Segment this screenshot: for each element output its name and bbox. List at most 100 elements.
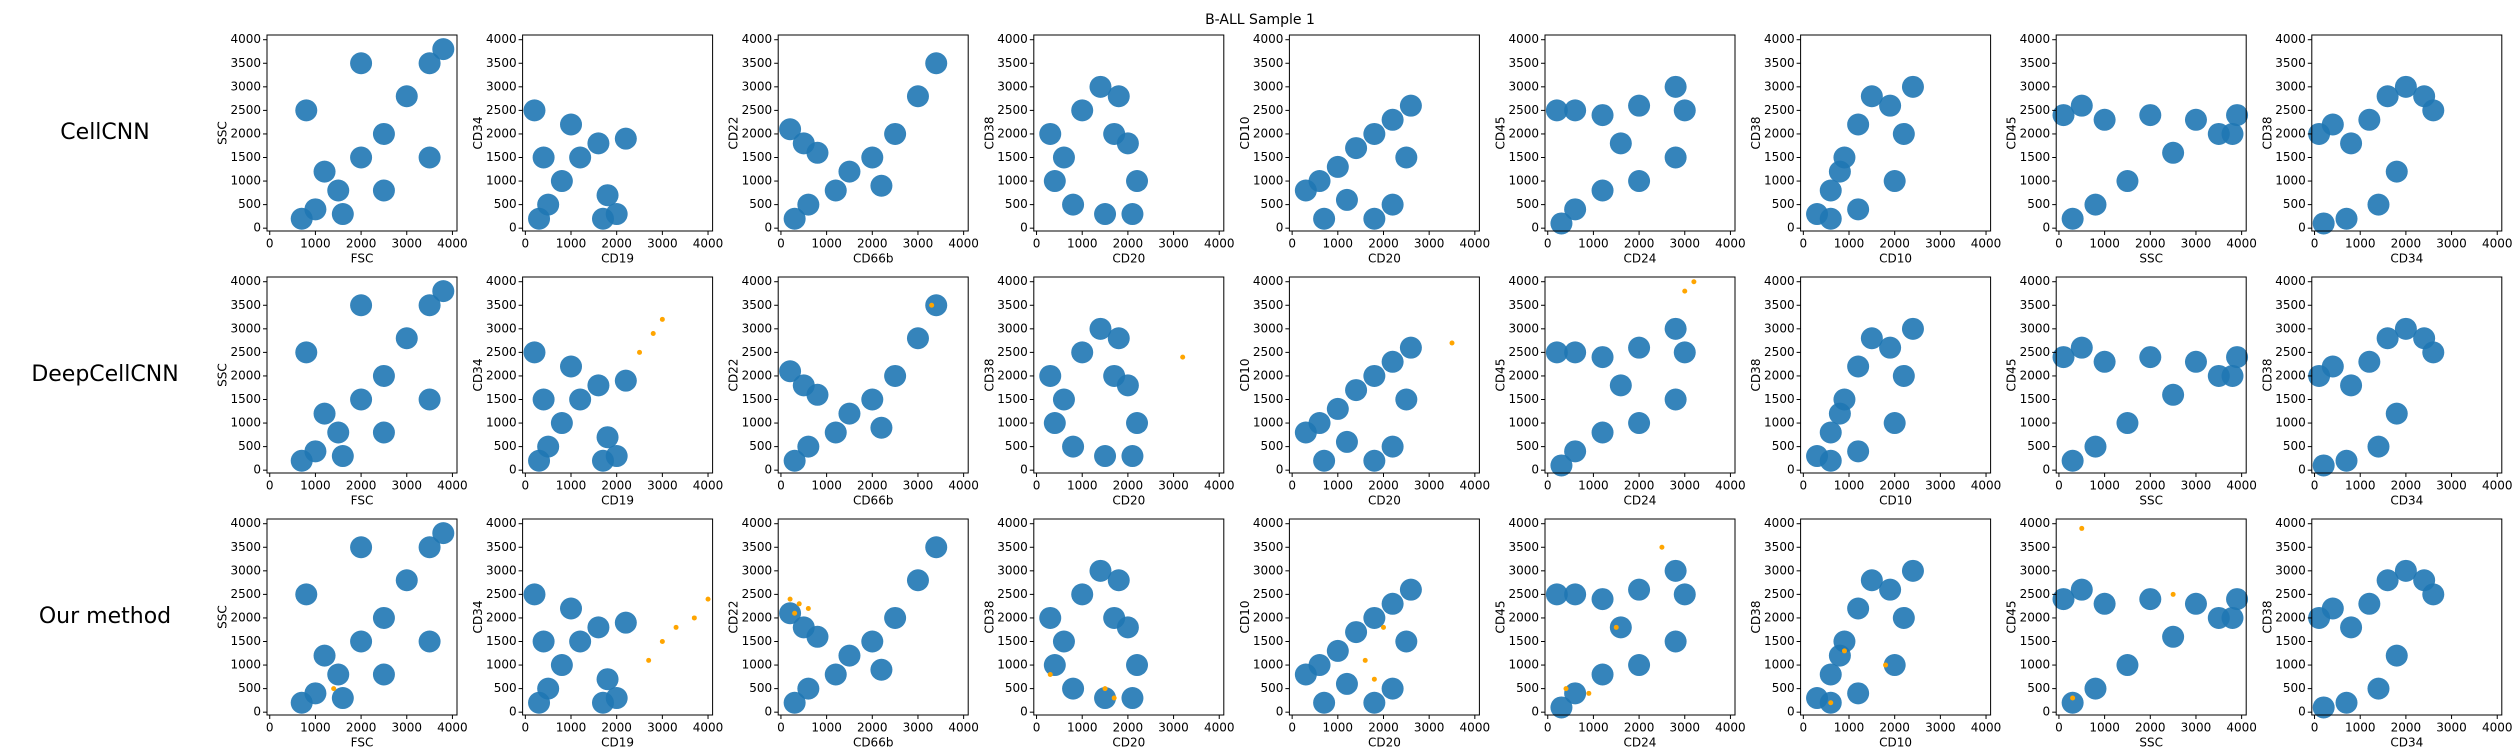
point [1121,445,1144,468]
y-tick-label: 1500 [997,392,1028,406]
point [295,99,318,122]
y-tick-label: 500 [1260,681,1283,695]
y-axis-label: CD10 [1238,601,1252,634]
point [327,179,350,202]
x-tick-label: 2000 [1368,479,1399,493]
x-tick-label: 3000 [1158,721,1189,735]
point [1043,412,1066,435]
point [2221,364,2244,387]
point [1591,588,1614,611]
point [2312,212,2335,235]
y-tick-label: 3000 [997,79,1028,93]
point [1545,583,1568,606]
y-tick-label: 1500 [2275,634,2306,648]
x-tick-label: 2000 [346,479,377,493]
point [2093,592,2116,615]
x-tick-label: 0 [266,479,274,493]
x-tick-label: 3000 [647,721,678,735]
point [1819,207,1842,230]
point [532,146,555,169]
y-tick-label: 2500 [997,103,1028,117]
y-tick-label: 3500 [742,56,773,70]
y-tick-label: 2500 [230,587,261,601]
y-tick-label: 500 [1005,197,1028,211]
point [1062,435,1085,458]
y-tick-label: 3500 [1508,298,1539,312]
point [2184,108,2207,131]
point [1121,203,1144,226]
y-tick-label: 3500 [230,540,261,554]
point [1313,449,1336,472]
x-axis-label: SSC [2139,252,2163,266]
point [350,630,373,653]
figure-title: B-ALL Sample 1 [1205,12,1315,28]
y-tick-label: 2500 [742,587,773,601]
y-tick-label: 2000 [230,610,261,624]
point [1121,687,1144,710]
y-tick-label: 2000 [1508,368,1539,382]
axes-frame [1288,518,1480,716]
point [783,207,806,230]
point [304,198,327,221]
y-tick-label: 3500 [2020,298,2051,312]
x-tick-label: 1000 [1834,237,1865,251]
point [1609,374,1632,397]
x-tick-label: 2000 [2391,721,2422,735]
y-axis-label: CD22 [727,117,741,150]
point [2335,691,2358,714]
y-tick-label: 4000 [230,274,261,288]
point [1591,663,1614,686]
point [2061,449,2084,472]
x-tick-label: 0 [1288,721,1296,735]
x-tick-label: 3000 [1158,237,1189,251]
x-axis-label: CD66b [853,494,894,508]
y-tick-label: 2500 [1508,345,1539,359]
x-tick-label: 1000 [2089,479,2120,493]
point [350,536,373,559]
y-tick-label: 3000 [230,321,261,335]
y-tick-label: 1000 [1764,658,1795,672]
point [1052,630,1075,653]
point [295,583,318,606]
point [1892,364,1915,387]
y-tick-label: 1000 [1253,416,1284,430]
y-tick-label: 4000 [1508,32,1539,46]
point [2340,616,2363,639]
point [650,331,656,337]
y-tick-label: 0 [2298,705,2306,719]
point [372,122,395,145]
y-tick-label: 0 [765,221,773,235]
point [2162,141,2185,164]
y-axis-label: SSC [216,605,230,629]
point [2321,355,2344,378]
y-tick-label: 3000 [1253,563,1284,577]
y-tick-label: 2000 [2275,368,2306,382]
x-axis-label: CD19 [601,252,634,266]
point [1399,94,1422,117]
axes-frame [266,34,458,232]
point [1883,412,1906,435]
point [2340,374,2363,397]
x-tick-label: 0 [1544,721,1552,735]
point [673,624,679,630]
y-tick-label: 2000 [997,610,1028,624]
y-axis-label: CD34 [471,117,485,150]
y-tick-label: 2000 [230,126,261,140]
x-tick-label: 4000 [1460,479,1491,493]
y-tick-label: 3000 [997,321,1028,335]
axes-frame [2311,518,2503,716]
point [2139,104,2162,127]
axes-frame [266,276,458,474]
y-tick-label: 2500 [1253,103,1284,117]
x-tick-label: 1000 [1323,721,1354,735]
y-tick-label: 3500 [1764,540,1795,554]
point [1586,690,1592,696]
x-tick-label: 2000 [601,237,632,251]
point [1847,440,1870,463]
point [2226,346,2249,369]
y-tick-label: 1000 [1253,658,1284,672]
point [532,388,555,411]
y-tick-label: 3500 [742,540,773,554]
point [1883,662,1889,668]
x-tick-label: 2000 [2135,721,2166,735]
